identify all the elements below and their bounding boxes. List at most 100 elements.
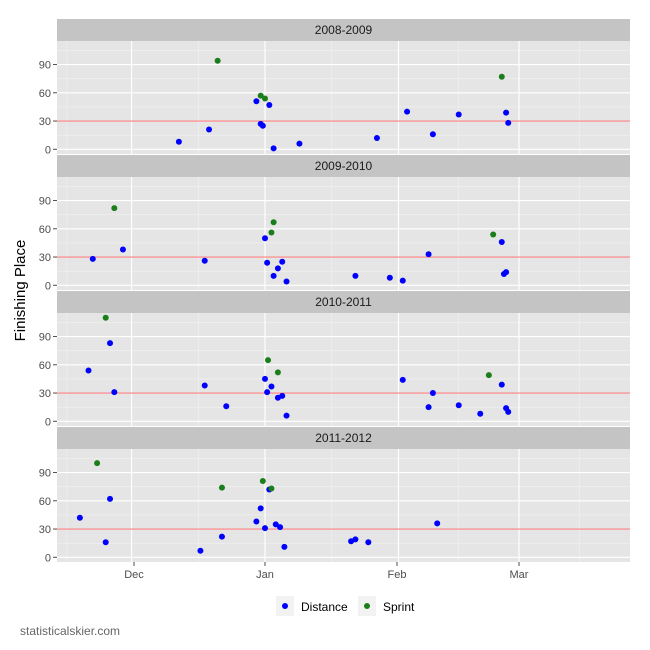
point-distance xyxy=(296,140,303,147)
x-tick-label: Mar xyxy=(510,569,529,581)
x-tick-label: Feb xyxy=(388,569,407,581)
y-tick-label: 30 xyxy=(39,252,51,264)
y-tick-label: 30 xyxy=(39,388,51,400)
point-distance xyxy=(503,109,510,116)
point-sprint xyxy=(94,460,101,467)
point-distance xyxy=(498,381,505,388)
y-tick-label: 60 xyxy=(39,360,51,372)
point-distance xyxy=(477,410,484,417)
point-distance xyxy=(264,259,271,266)
legend: Distance Sprint xyxy=(276,596,415,616)
legend-item-distance: Distance xyxy=(276,596,348,616)
point-distance xyxy=(268,383,275,390)
point-sprint xyxy=(102,314,109,321)
panel-background xyxy=(57,41,630,154)
facet-2008-2009: 2008-2009 0 30 60 90 xyxy=(39,19,630,156)
point-distance xyxy=(253,518,260,525)
point-sprint xyxy=(268,485,275,492)
point-distance xyxy=(498,238,505,245)
point-distance xyxy=(272,521,279,528)
point-sprint xyxy=(111,205,118,212)
facet-strip xyxy=(57,427,630,449)
point-distance xyxy=(399,277,406,284)
legend-item-sprint: Sprint xyxy=(358,596,415,616)
x-axis: Dec Jan Feb Mar xyxy=(124,562,529,581)
legend-marker xyxy=(282,603,288,609)
point-distance xyxy=(206,126,213,133)
x-tick-label: Jan xyxy=(256,569,274,581)
point-sprint xyxy=(485,372,492,379)
point-distance xyxy=(429,131,436,138)
facet-strip-label: 2009-2010 xyxy=(315,159,373,173)
y-tick-label: 90 xyxy=(39,468,51,480)
point-distance xyxy=(425,251,432,258)
y-tick-label: 0 xyxy=(45,416,51,428)
point-distance xyxy=(262,375,268,382)
point-distance xyxy=(505,119,512,126)
point-distance xyxy=(201,382,208,389)
facet-strip-label: 2011-2012 xyxy=(315,431,372,445)
point-distance xyxy=(365,539,372,546)
legend-marker xyxy=(364,603,370,609)
y-tick-label: 60 xyxy=(39,224,51,236)
y-tick-label: 90 xyxy=(39,60,51,72)
facet-2010-2011: 2010-2011 0 30 60 90 xyxy=(39,291,630,428)
point-sprint xyxy=(270,219,277,226)
source-credit: statisticalskier.com xyxy=(20,624,121,638)
point-distance xyxy=(107,340,114,347)
point-sprint xyxy=(265,357,272,364)
point-distance xyxy=(425,404,432,411)
point-sprint xyxy=(218,484,225,491)
point-distance xyxy=(223,403,230,410)
point-distance xyxy=(352,536,359,543)
facet-strip xyxy=(57,155,630,177)
y-axis-title: Finishing Place xyxy=(12,240,29,342)
point-sprint xyxy=(274,369,281,376)
y-tick-label: 90 xyxy=(39,196,51,208)
point-distance xyxy=(264,389,271,396)
panel-background xyxy=(57,177,630,290)
point-distance xyxy=(89,255,96,262)
point-distance xyxy=(279,392,286,399)
facet-strip xyxy=(57,19,630,41)
point-distance xyxy=(352,272,359,279)
point-distance xyxy=(259,122,266,129)
point-distance xyxy=(218,533,225,540)
point-distance xyxy=(111,389,118,396)
facet-strip-label: 2008-2009 xyxy=(315,23,373,37)
point-sprint xyxy=(490,231,497,238)
legend-label: Distance xyxy=(301,600,348,614)
facet-panels: 2008-200903060902009-201003060902010-201… xyxy=(39,19,630,564)
point-sprint xyxy=(498,73,505,80)
point-distance xyxy=(283,412,290,419)
point-distance xyxy=(253,98,260,105)
point-sprint xyxy=(214,57,221,64)
point-distance xyxy=(503,269,510,276)
point-distance xyxy=(277,524,284,531)
y-tick-label: 90 xyxy=(39,332,51,344)
x-tick-label: Dec xyxy=(124,569,144,581)
point-distance xyxy=(85,367,92,374)
panel-background xyxy=(57,313,630,426)
point-distance xyxy=(283,278,290,285)
point-distance xyxy=(404,108,411,115)
point-distance xyxy=(119,246,126,253)
facet-strip-label: 2010-2011 xyxy=(315,295,372,309)
point-distance xyxy=(373,134,380,141)
point-sprint xyxy=(268,229,275,236)
point-distance xyxy=(399,376,406,383)
point-distance xyxy=(429,390,436,397)
point-distance xyxy=(455,402,462,409)
point-distance xyxy=(455,111,462,118)
point-distance xyxy=(270,145,277,152)
y-tick-label: 30 xyxy=(39,116,51,128)
facet-2009-2010: 2009-2010 0 30 60 90 xyxy=(39,155,630,292)
point-sprint xyxy=(259,478,266,485)
y-tick-label: 60 xyxy=(39,88,51,100)
facet-2011-2012: 2011-2012 0 30 60 90 xyxy=(39,427,630,564)
point-distance xyxy=(262,525,268,532)
point-distance xyxy=(270,272,277,279)
point-sprint xyxy=(262,95,268,102)
point-distance xyxy=(386,274,393,281)
